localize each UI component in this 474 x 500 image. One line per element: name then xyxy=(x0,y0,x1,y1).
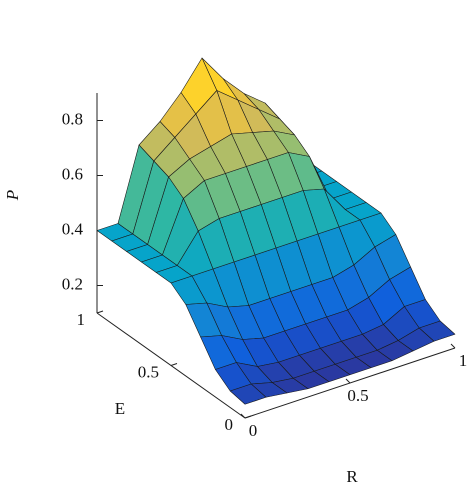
y-tick xyxy=(244,415,252,419)
x-tick xyxy=(450,343,456,349)
y-tick-label: 0 xyxy=(225,415,234,434)
z-tick-label: 0.6 xyxy=(62,164,83,183)
y-tick-label: 0.5 xyxy=(138,362,159,381)
z-tick-label: 0.2 xyxy=(62,274,83,293)
x-tick-label: 1 xyxy=(459,351,468,370)
surface-patch xyxy=(229,383,267,405)
y-tick xyxy=(170,363,178,366)
y-axis-label: E xyxy=(115,399,125,418)
z-tick-label: 0.8 xyxy=(62,109,83,128)
x-axis-label: R xyxy=(346,467,358,486)
x-tick-label: 0 xyxy=(249,421,258,440)
x-tick xyxy=(240,413,246,419)
x-tick-label: 0.5 xyxy=(347,386,368,405)
z-axis-label: P xyxy=(3,190,22,201)
z-tick-label: 0.4 xyxy=(62,219,84,238)
y-tick-label: 1 xyxy=(77,310,86,329)
x-tick xyxy=(345,378,351,384)
y-tick xyxy=(96,310,104,314)
